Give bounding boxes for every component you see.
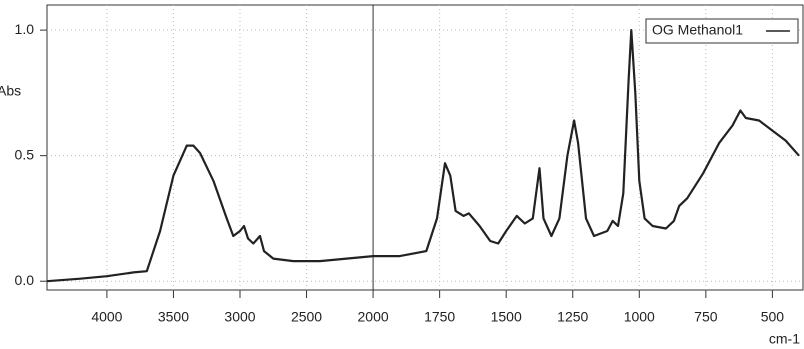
x-tick-label: 750 bbox=[694, 309, 718, 325]
spectrum-line bbox=[46, 29, 800, 283]
x-tick-label: 1000 bbox=[624, 309, 655, 325]
x-tick-label: 3500 bbox=[158, 309, 189, 325]
x-axis-label: cm-1 bbox=[769, 331, 800, 347]
y-tick-label: 1.0 bbox=[15, 21, 35, 37]
x-tick-label: 3000 bbox=[224, 309, 255, 325]
x-tick-label: 2000 bbox=[358, 309, 389, 325]
x-tick-label: 1250 bbox=[557, 309, 588, 325]
y-axis-label: Abs bbox=[0, 83, 21, 99]
plot-frame bbox=[46, 4, 804, 291]
x-tick-label: 1750 bbox=[424, 309, 455, 325]
legend-label: OG Methanol1 bbox=[652, 22, 743, 38]
x-tick-label: 4000 bbox=[91, 309, 122, 325]
y-tick-label: 0.5 bbox=[15, 146, 35, 162]
x-tick-label: 500 bbox=[761, 309, 785, 325]
x-tick-label: 2500 bbox=[291, 309, 322, 325]
y-tick-label: 0.0 bbox=[15, 272, 35, 288]
x-tick-label: 1500 bbox=[491, 309, 522, 325]
